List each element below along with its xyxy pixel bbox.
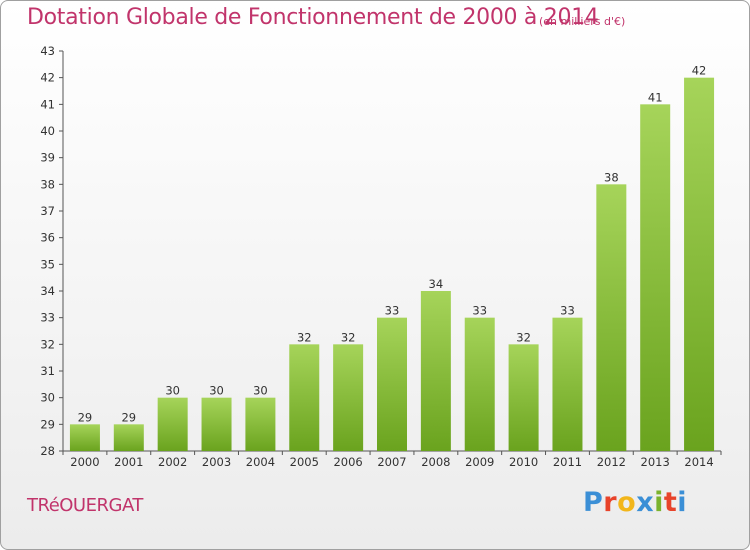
y-tick-label: 30	[40, 391, 55, 405]
bar	[377, 317, 407, 451]
brand-letter: r	[603, 487, 618, 518]
y-tick-label: 38	[40, 177, 55, 191]
bar-value-label: 33	[560, 304, 575, 318]
y-tick-label: 41	[40, 97, 55, 111]
y-tick-label: 42	[40, 71, 55, 85]
bar-value-label: 30	[253, 384, 268, 398]
x-tick-label: 2014	[684, 455, 713, 469]
bar	[508, 344, 539, 451]
x-tick-label: 2009	[465, 455, 494, 469]
bar-value-label: 32	[341, 330, 356, 344]
brand-letter: o	[617, 487, 637, 518]
y-tick-label: 29	[40, 417, 55, 431]
chart-bars	[69, 77, 715, 452]
bar	[552, 317, 583, 451]
y-tick-label: 40	[40, 124, 55, 138]
x-tick-label: 2007	[377, 455, 406, 469]
bar-value-label: 33	[472, 304, 487, 318]
y-tick-label: 36	[40, 231, 55, 245]
brand-letter: x	[636, 487, 655, 518]
bar	[464, 317, 495, 451]
brand-letter: i	[677, 487, 688, 518]
y-tick-label: 28	[40, 444, 55, 458]
x-tick-label: 2012	[597, 455, 626, 469]
y-tick-label: 35	[40, 257, 55, 271]
bar	[245, 397, 276, 451]
chart-title: Dotation Globale de Fonctionnement de 20…	[27, 5, 599, 30]
bar-value-label: 34	[429, 277, 444, 291]
brand-letter: i	[654, 487, 664, 518]
chart-subtitle: (en milliers d'€)	[539, 15, 626, 28]
bar	[201, 397, 232, 451]
y-tick-label: 39	[40, 151, 55, 165]
bar	[157, 397, 188, 451]
x-tick-label: 2010	[509, 455, 538, 469]
bar-value-label: 33	[385, 304, 400, 318]
x-tick-label: 2000	[70, 455, 99, 469]
bar-value-label: 29	[78, 410, 93, 424]
x-tick-label: 2001	[114, 455, 143, 469]
x-tick-label: 2011	[553, 455, 582, 469]
bar	[289, 344, 320, 451]
chart-value-labels: 29 29 30 30 30 32 32 33 34 33 32 33 38 41 42	[78, 64, 707, 425]
y-tick-label: 37	[40, 204, 55, 218]
bar	[640, 104, 671, 451]
bar	[113, 424, 144, 451]
bar	[420, 291, 451, 451]
commune-name: TRéOUERGAT	[27, 495, 143, 516]
bar	[333, 344, 364, 451]
bar-value-label: 32	[297, 330, 312, 344]
y-tick-label: 43	[40, 44, 55, 58]
brand-letter: t	[663, 487, 678, 518]
bar-value-label: 32	[516, 330, 531, 344]
bar	[684, 77, 715, 452]
brand-letter: P	[583, 487, 604, 518]
x-tick-label: 2003	[202, 455, 231, 469]
proxiti-logo: Proxiti	[583, 487, 687, 518]
bar-value-label: 38	[604, 170, 619, 184]
bar	[69, 424, 100, 451]
x-tick-label: 2004	[246, 455, 275, 469]
x-tick-label: 2013	[641, 455, 670, 469]
bar-value-label: 30	[165, 384, 180, 398]
x-tick-label: 2002	[158, 455, 187, 469]
x-tick-label: 2006	[333, 455, 362, 469]
bar	[596, 184, 627, 452]
y-tick-label: 34	[40, 284, 55, 298]
y-tick-label: 32	[40, 337, 55, 351]
bar-value-label: 30	[209, 384, 224, 398]
x-tick-label: 2008	[421, 455, 450, 469]
bar-value-label: 42	[692, 64, 707, 78]
x-tick-label: 2005	[290, 455, 319, 469]
y-tick-label: 33	[40, 311, 55, 325]
bar-value-label: 41	[648, 90, 663, 104]
chart-axes: 28 29 30 31 32 33 34 35 36 37 38 39 40 41 42 43 2000 2001…	[40, 44, 722, 469]
y-tick-label: 31	[40, 364, 55, 378]
bar-value-label: 29	[121, 410, 136, 424]
